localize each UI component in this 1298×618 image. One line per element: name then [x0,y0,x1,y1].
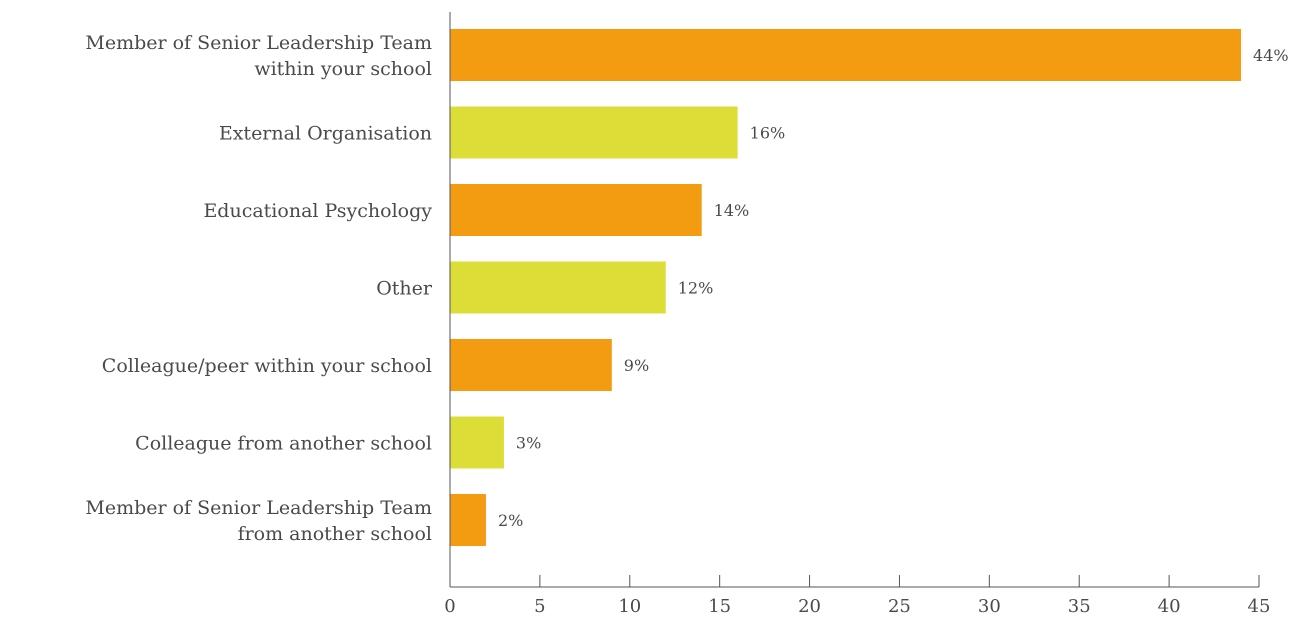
value-label-7: 2% [498,511,523,530]
x-tick-label-10: 10 [618,596,641,617]
value-labels: 44% 16% 14% 12% 9% 3% 2% [498,46,1289,530]
category-label-4: Other [376,278,433,300]
category-label-line: Other [376,278,433,300]
category-label-line: Member of Senior Leadership Team [85,497,432,519]
category-label-line: within your school [254,58,432,80]
category-label-line: Educational Psychology [203,200,432,222]
category-label-1: Member of Senior Leadership Team within y… [85,32,432,80]
bars-group [450,29,1242,546]
x-tick-label-15: 15 [708,596,731,617]
value-label-1: 44% [1253,46,1289,65]
category-label-3: Educational Psychology [203,200,432,222]
x-tick-label-0: 0 [444,596,455,617]
bar-1 [450,29,1242,81]
bar-2 [450,106,738,159]
category-label-line: Colleague/peer within your school [102,355,432,377]
category-labels: Member of Senior Leadership Team within y… [85,32,433,545]
axes-group: 0 5 10 15 20 25 30 35 40 45 [444,12,1270,617]
x-tick-label-25: 25 [888,596,911,617]
value-label-5: 9% [624,356,649,375]
category-label-5: Colleague/peer within your school [102,355,432,377]
category-label-line: from another school [238,523,432,545]
x-tick-label-35: 35 [1068,596,1091,617]
category-label-6: Colleague from another school [135,433,432,455]
x-tick-label-5: 5 [534,596,545,617]
category-label-line: Member of Senior Leadership Team [85,32,432,54]
bar-3 [450,184,702,236]
value-label-2: 16% [750,124,786,143]
category-label-7: Member of Senior Leadership Team from ano… [85,497,432,545]
x-tick-label-45: 45 [1248,596,1271,617]
category-label-line: Colleague from another school [135,433,432,455]
bar-5 [450,339,612,391]
bar-7 [450,494,486,546]
category-label-2: External Organisation [219,123,432,145]
x-tick-label-20: 20 [798,596,821,617]
value-label-3: 14% [714,201,750,220]
bar-6 [450,416,504,469]
bar-4 [450,261,666,314]
value-label-4: 12% [678,279,714,298]
category-label-line: External Organisation [219,123,432,145]
value-label-6: 3% [516,434,541,453]
x-tick-label-40: 40 [1158,596,1181,617]
x-tick-label-30: 30 [978,596,1001,617]
